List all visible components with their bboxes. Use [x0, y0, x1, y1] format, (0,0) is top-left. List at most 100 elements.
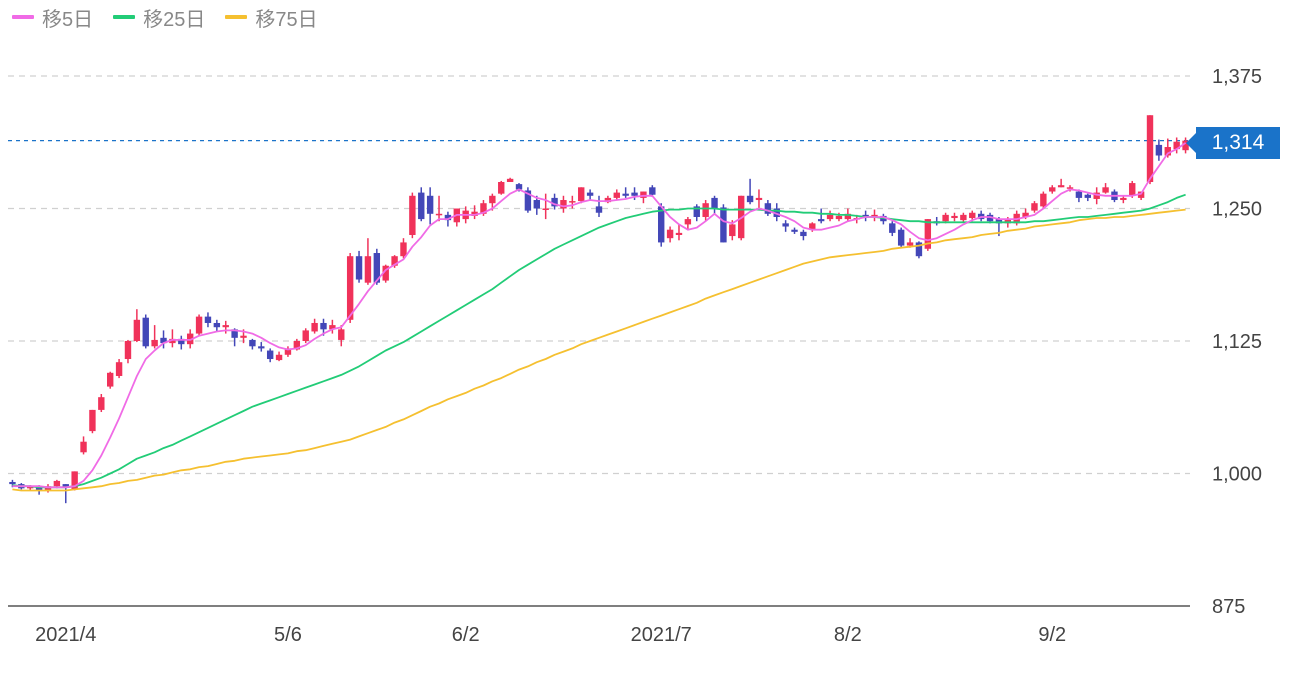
- candle-body: [1129, 183, 1136, 196]
- current-price-tag: 1,314: [1186, 127, 1280, 159]
- candle-body: [115, 362, 123, 376]
- candle-body: [631, 192, 638, 196]
- candle-body: [302, 330, 309, 341]
- candle-body: [613, 192, 620, 198]
- candle-body: [720, 207, 727, 243]
- candle-body: [178, 338, 185, 345]
- axes: 1,375 1,250 1,125 1,000 875 2021/4 5/6 6/2 2021/…: [8, 66, 1262, 646]
- candle-body: [355, 256, 363, 280]
- candle-body: [1066, 187, 1074, 189]
- candle-body: [231, 329, 238, 338]
- candle-body: [729, 224, 736, 237]
- candle-body: [773, 208, 780, 217]
- legend-ma75[interactable]: 移75日: [225, 3, 318, 32]
- candle-body: [711, 197, 718, 209]
- candle-body: [684, 219, 692, 225]
- candles: [9, 115, 1189, 504]
- candle-body: [995, 219, 1003, 224]
- candle-body: [195, 316, 203, 334]
- candle-body: [1146, 115, 1154, 182]
- candle-body: [35, 486, 43, 491]
- candle-body: [595, 206, 603, 213]
- candle-body: [275, 354, 283, 361]
- candle-body: [871, 214, 878, 217]
- ma75-swatch: [225, 15, 248, 19]
- candle-body: [471, 211, 478, 216]
- candle-body: [578, 187, 585, 202]
- x-tick-label: 8/2: [834, 624, 862, 646]
- candle-body: [1093, 192, 1100, 199]
- legend-ma5[interactable]: 移5日: [12, 3, 93, 32]
- candle-body: [213, 322, 221, 328]
- legend-ma5-label: 移5日: [42, 8, 94, 31]
- candle-body: [658, 206, 665, 243]
- candle-body: [835, 215, 843, 220]
- candle-body: [1182, 140, 1189, 151]
- candle-body: [826, 214, 834, 220]
- candle-body: [1049, 187, 1056, 192]
- candle-body: [426, 195, 434, 214]
- candle-body: [1137, 191, 1145, 198]
- candle-body: [622, 193, 629, 196]
- candle-body: [151, 339, 158, 347]
- candle-body: [586, 192, 594, 196]
- candle-body: [418, 192, 425, 220]
- candle-body: [951, 215, 958, 219]
- candle-body: [391, 256, 398, 266]
- candle-body: [364, 256, 372, 283]
- candle-body: [80, 441, 87, 453]
- candle-body: [98, 397, 105, 410]
- candle-body: [693, 206, 700, 217]
- candle-body: [675, 232, 683, 235]
- candle-body: [284, 348, 292, 355]
- candle-body: [124, 341, 132, 360]
- candle-body: [133, 319, 141, 341]
- candle-body: [435, 213, 443, 216]
- candle-body: [107, 372, 114, 387]
- candle-body: [1164, 147, 1171, 156]
- y-tick-label: 875: [1212, 596, 1245, 618]
- candle-body: [1120, 197, 1127, 201]
- candle-body: [329, 325, 336, 330]
- candle-body: [569, 201, 576, 203]
- candle-body: [338, 329, 345, 340]
- candle-body: [889, 223, 896, 233]
- candle-body: [862, 214, 869, 217]
- candle-body: [142, 317, 149, 347]
- candle-body: [489, 195, 496, 204]
- legend-ma25[interactable]: 移25日: [113, 3, 205, 32]
- candle-body: [542, 208, 549, 210]
- candle-body: [924, 219, 932, 249]
- candle-body: [293, 341, 301, 350]
- candle-body: [782, 223, 789, 227]
- y-tick-label: 1,375: [1212, 66, 1262, 88]
- candle-body: [1102, 187, 1109, 193]
- candle-body: [27, 486, 34, 489]
- candle-body: [649, 187, 656, 195]
- candle-body: [524, 190, 532, 211]
- candle-body: [186, 333, 194, 345]
- candle-body: [89, 409, 96, 432]
- candle-body: [791, 229, 798, 232]
- candle-body: [169, 338, 176, 344]
- candle-body: [969, 212, 976, 219]
- candle-body: [800, 231, 807, 237]
- candle-body: [640, 191, 647, 198]
- candle-body: [1075, 191, 1083, 198]
- candle-body: [702, 203, 709, 217]
- candle-body: [258, 346, 265, 349]
- candle-body: [817, 219, 825, 222]
- candle-body: [1040, 193, 1047, 207]
- candle-body: [62, 484, 69, 488]
- legend-ma25-label: 移25日: [143, 8, 206, 31]
- x-tick-label: 2021/4: [35, 624, 96, 646]
- candle-body: [960, 214, 967, 221]
- candle-body: [560, 200, 567, 209]
- ma25-line: [12, 193, 1186, 489]
- candle-body: [809, 223, 816, 230]
- y-tick-label: 1,125: [1212, 331, 1262, 353]
- candle-body: [1173, 141, 1180, 150]
- candle-body: [1004, 219, 1012, 224]
- ma5-line: [12, 142, 1187, 489]
